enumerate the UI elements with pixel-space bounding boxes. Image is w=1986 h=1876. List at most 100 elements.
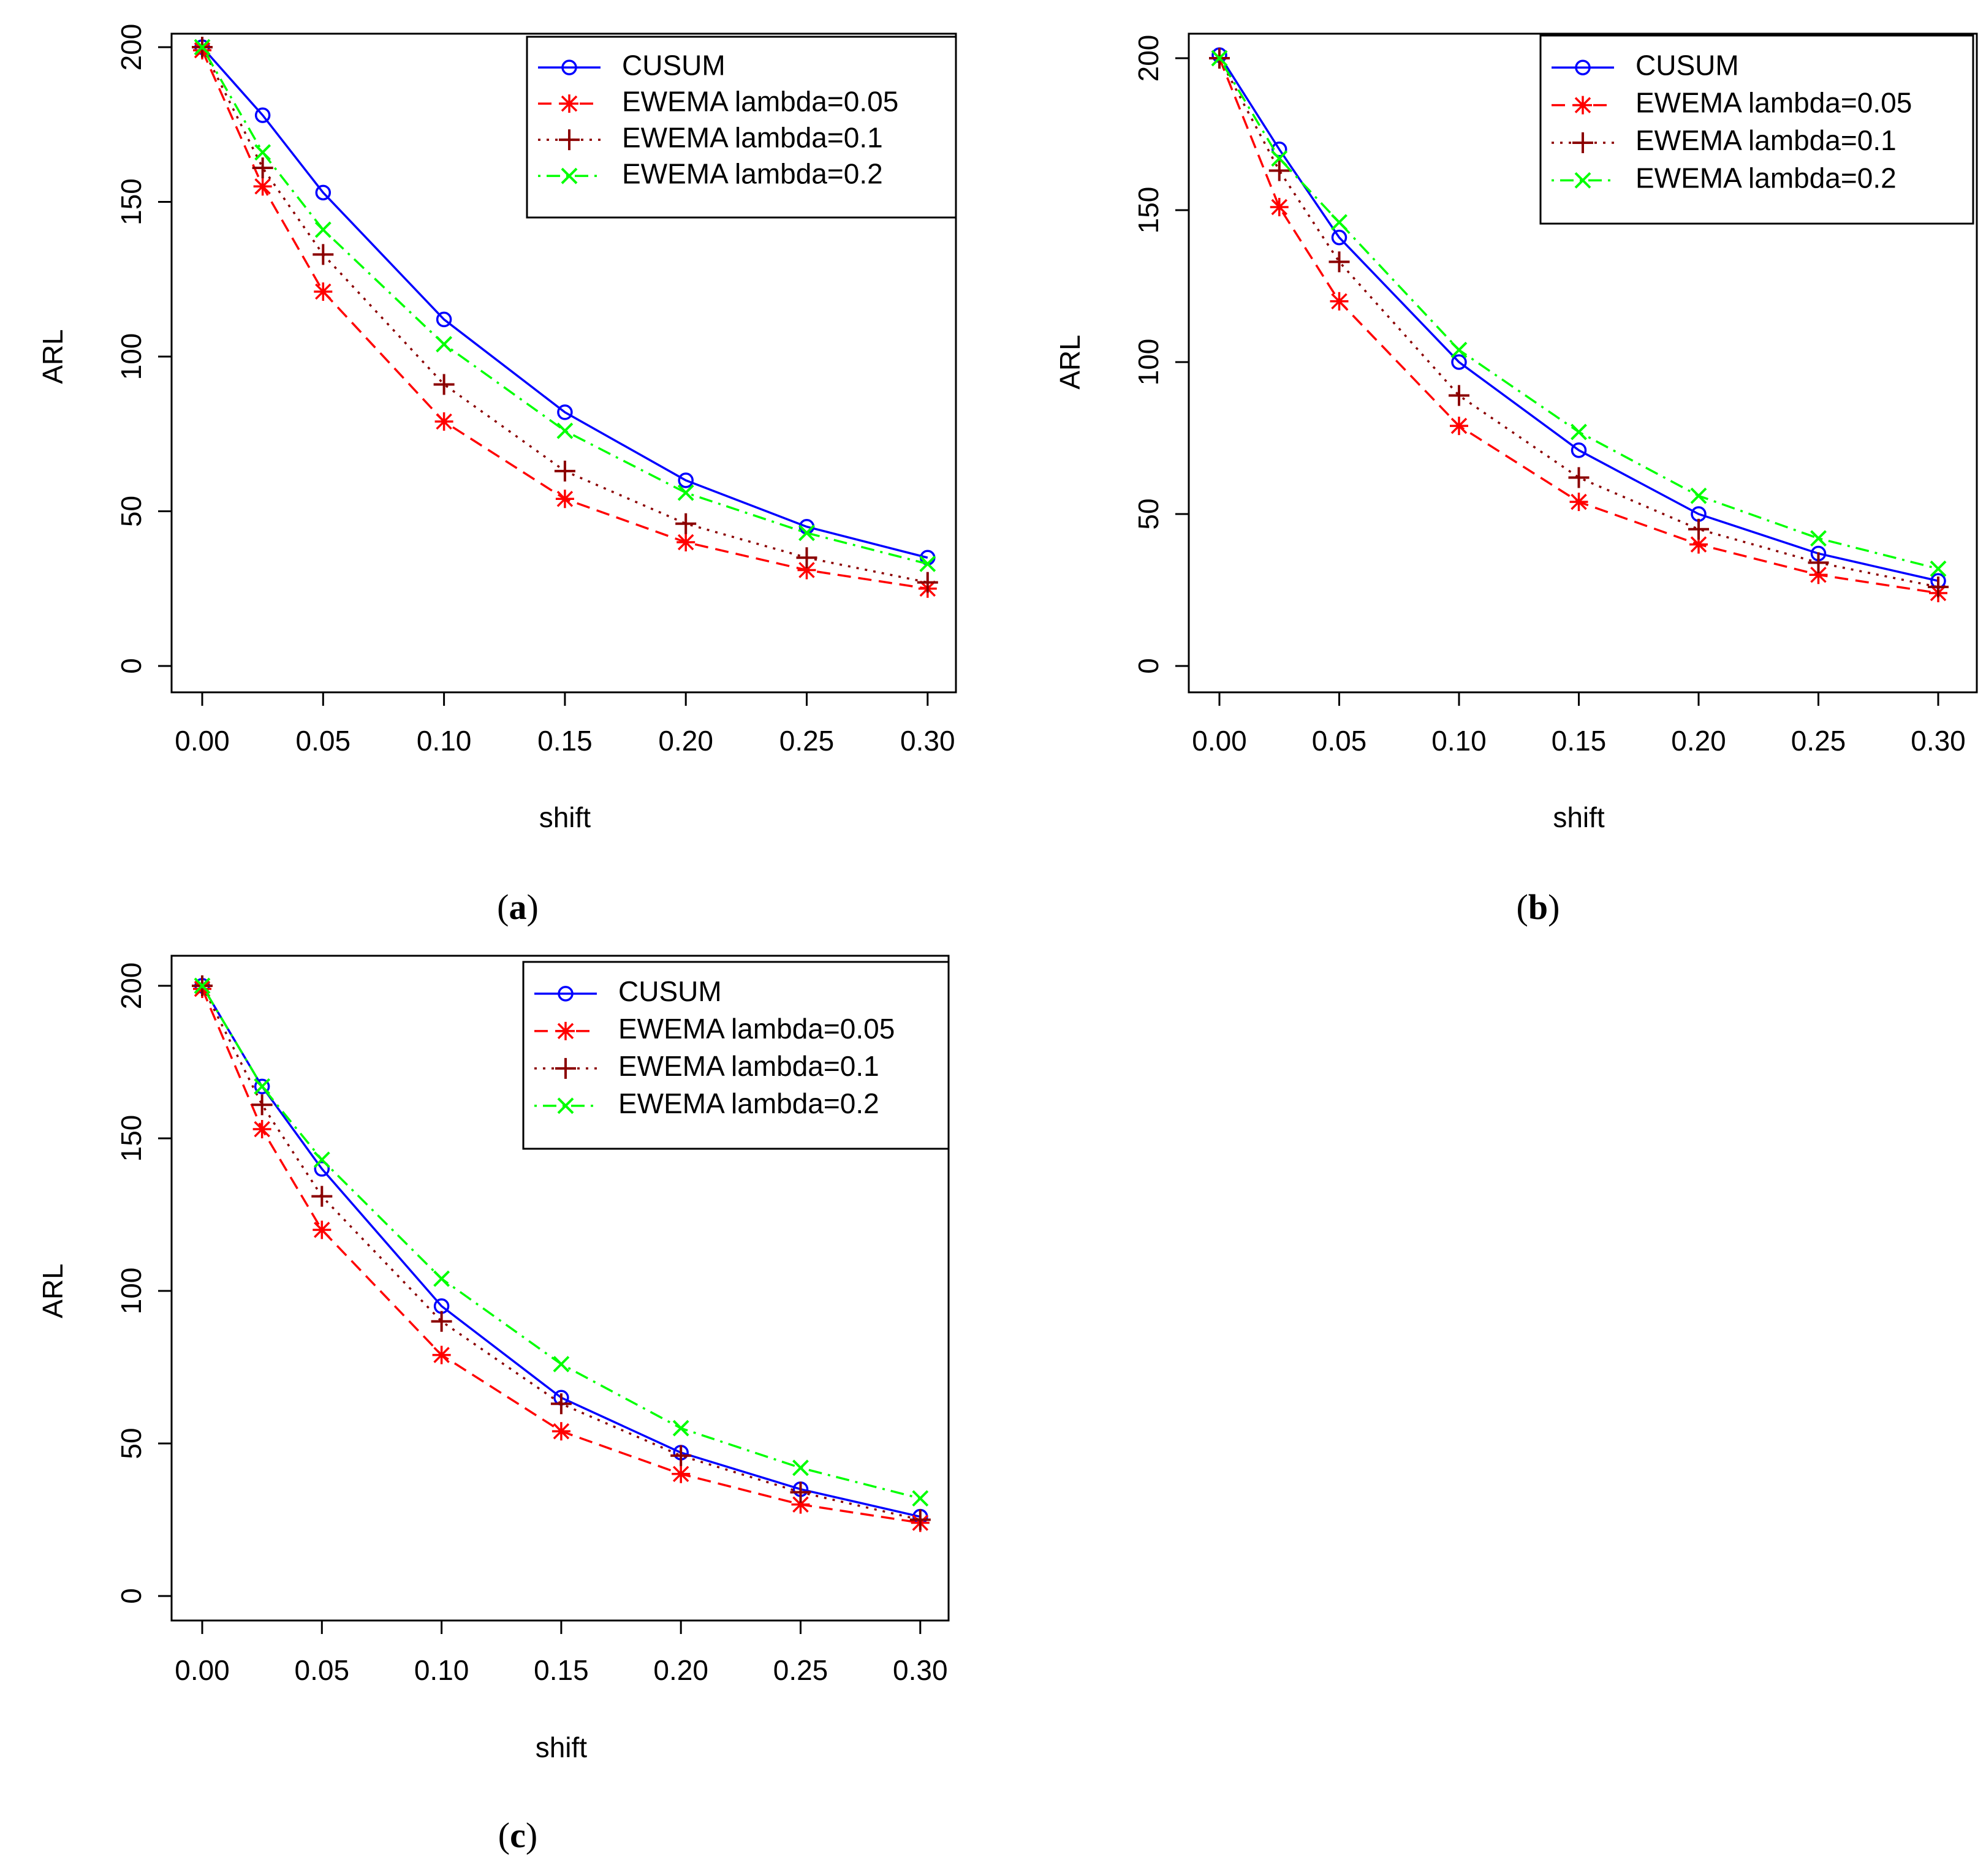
legend-label: EWEMA lambda=0.1 [1635,124,1897,156]
panel-label-paren: ( [498,1815,510,1855]
data-point [670,1445,692,1466]
data-point [919,555,936,572]
data-point [1571,442,1587,458]
data-point [436,311,452,328]
data-point [1328,251,1350,273]
legend-label: EWEMA lambda=0.2 [1635,162,1897,194]
data-point [675,513,697,534]
legend-marker [1574,172,1591,189]
x-tick-label: 0.25 [1791,725,1846,757]
panel-label-letter: b [1528,887,1548,927]
data-point [1688,518,1709,540]
x-tick-label: 0.20 [653,1654,708,1686]
data-point [253,177,272,196]
data-point [1331,229,1347,246]
legend-label: EWEMA lambda=0.2 [622,157,883,189]
y-tick-label: 150 [115,178,147,225]
legend-item: EWEMA lambda=0.05 [538,85,898,117]
data-point [678,472,694,488]
data-point [1268,160,1290,181]
legend-marker [1575,59,1591,75]
legend-label: CUSUM [618,975,722,1007]
x-tick-label: 0.00 [1192,725,1247,757]
series-line [1218,58,1939,570]
y-axis: 0 50 100 150 200 ARL [37,24,173,674]
legend-label: EWEMA lambda=0.05 [1635,87,1912,119]
panel-label-paren: ) [527,887,539,927]
series-line [1218,58,1939,594]
y-tick-label: 100 [1132,339,1164,386]
legend-marker [557,1097,574,1114]
data-point [433,1270,450,1287]
data-point [254,107,271,123]
y-tick-label: 200 [1132,35,1164,82]
data-point [254,1078,271,1095]
legend-item: CUSUM [538,49,726,81]
data-point [252,157,273,178]
data-point [1271,150,1288,167]
x-axis-title: shift [1553,801,1605,833]
y-tick-label: 200 [115,24,147,71]
data-point [551,1422,570,1441]
y-axis-title: ARL [37,1263,69,1318]
x-tick-label: 0.30 [1911,725,1966,757]
data-point [677,533,695,551]
data-point [1450,417,1468,436]
data-point [550,1393,572,1415]
series-4 [194,39,936,572]
data-point [672,1464,691,1483]
data-point [792,1459,809,1477]
x-tick-label: 0.10 [417,725,472,757]
x-axis: 0.00 0.05 0.10 0.15 0.20 0.25 0.30 shift [175,1619,948,1763]
data-point [1689,535,1708,554]
data-point [314,1161,330,1177]
x-tick-label: 0.05 [296,725,351,757]
legend-item: EWEMA lambda=0.1 [1552,124,1897,156]
data-point [1569,493,1588,512]
y-tick-label: 0 [1132,658,1164,674]
x-tick-label: 0.15 [1552,725,1607,757]
legend-item: CUSUM [534,975,722,1007]
legend-label: EWEMA lambda=0.05 [622,85,898,117]
data-point [909,1509,931,1530]
y-axis-title: ARL [37,329,69,384]
legend-marker [561,59,577,75]
legend-marker [556,1021,575,1040]
legend-item: EWEMA lambda=0.2 [538,157,883,189]
legend-label: CUSUM [1635,49,1739,81]
x-tick-label: 0.05 [295,1654,350,1686]
data-point [1451,354,1467,370]
x-tick-label: 0.25 [779,725,835,757]
series-line [201,50,928,590]
data-point [797,561,816,580]
data-point [791,1495,810,1514]
data-point [194,977,211,994]
data-point [313,1220,332,1239]
y-tick-label: 100 [115,333,147,380]
data-point [313,244,334,265]
data-point [1690,487,1707,504]
data-point [1450,341,1468,358]
legend-marker [1574,96,1592,115]
data-point [917,572,938,593]
data-point [677,484,694,501]
legend: CUSUM EWEMA lambda=0.05 EWEMA lambda=0.1 EW… [526,36,957,219]
data-point [431,1311,452,1332]
data-point [311,1186,333,1207]
y-axis-title: ARL [1054,335,1086,389]
panel-label: (b) [1517,887,1560,927]
series-line [1218,55,1939,582]
data-point [1810,530,1827,547]
chart-panel-c: 0.00 0.05 0.10 0.15 0.20 0.25 0.30 shift 0 50 100 1… [37,955,950,1855]
data-point [433,374,455,395]
legend-label: EWEMA lambda=0.2 [618,1087,879,1119]
data-point [194,39,211,56]
data-point [313,1151,330,1168]
data-point [1568,467,1590,488]
chart-panel-b: 0.00 0.05 0.10 0.15 0.20 0.25 0.30 shift 0 50 100 1… [1054,32,1978,927]
x-tick-label: 0.10 [414,1654,469,1686]
data-point [315,184,332,201]
x-tick-label: 0.05 [1312,725,1367,757]
x-tick-label: 0.30 [893,1654,948,1686]
data-point [672,1420,689,1437]
